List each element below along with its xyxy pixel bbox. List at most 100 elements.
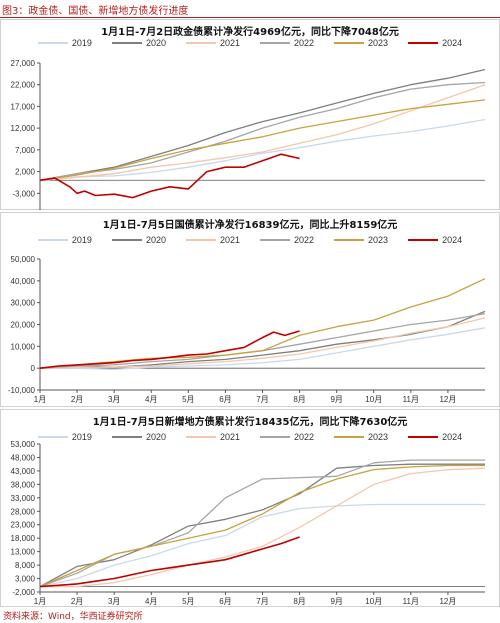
- series-line-2023: [39, 278, 486, 369]
- legend-item-2019: 2019: [37, 38, 92, 48]
- y-tick-label: 22,000: [11, 81, 36, 90]
- legend-label: 2023: [368, 432, 389, 442]
- legend-item-2019: 2019: [37, 235, 92, 245]
- y-tick-label: 43,000: [11, 467, 36, 476]
- legend-item-2019: 2019: [37, 432, 92, 442]
- legend-swatch: [185, 239, 216, 241]
- legend-label: 2020: [145, 235, 166, 245]
- figure-title: 图3：政金债、国债、新增地方债发行进度: [2, 6, 189, 17]
- series-line-2020: [39, 310, 486, 369]
- legend-label: 2019: [71, 38, 92, 48]
- legend-item-2021: 2021: [185, 38, 240, 48]
- series-line-2023: [39, 464, 485, 588]
- y-tick-label: 2,000: [15, 168, 36, 177]
- legend-item-2020: 2020: [111, 432, 166, 442]
- x-tick-label: 11月: [403, 597, 419, 606]
- legend-label: 2023: [368, 235, 389, 245]
- figure-title-rule: [0, 17, 500, 18]
- chart-legend: 2019 2020 2021 2022 2023 2024: [0, 235, 500, 245]
- y-tick-label: -3,000: [12, 189, 35, 198]
- x-tick-label: 3月: [108, 597, 120, 606]
- legend-swatch: [260, 436, 290, 438]
- x-tick-label: 3月: [108, 395, 120, 404]
- x-tick-label: 9月: [330, 597, 342, 606]
- legend-swatch: [37, 42, 68, 44]
- legend-swatch: [334, 436, 365, 438]
- series-line-2020: [39, 463, 485, 588]
- chart-panel-treasury-bonds: 1月1日-7月5日国债累计净发行16839亿元，同比上升8159亿元 2019 2…: [0, 212, 500, 407]
- series-line-2024: [39, 330, 300, 369]
- y-tick-label: 40,000: [11, 277, 36, 286]
- legend-item-2021: 2021: [185, 432, 240, 442]
- legend-swatch: [185, 42, 216, 44]
- x-tick-label: 7月: [256, 597, 268, 606]
- y-tick-label: 48,000: [11, 453, 36, 462]
- series-line-2021: [40, 467, 486, 588]
- y-tick-label: 12,000: [11, 124, 36, 133]
- legend-swatch: [260, 239, 290, 241]
- legend-label: 2024: [442, 235, 463, 245]
- y-tick-label: 20,000: [11, 321, 36, 330]
- legend-item-2024: 2024: [408, 38, 462, 48]
- series-line-2023: [39, 99, 486, 181]
- legend-swatch: [334, 42, 365, 44]
- legend-label: 2021: [219, 432, 240, 442]
- series-line-2022: [39, 81, 486, 181]
- y-tick-label: 23,000: [11, 521, 36, 530]
- series-line-2019: [39, 118, 486, 181]
- x-tick-label: 6月: [219, 597, 231, 606]
- legend-label: 2022: [294, 432, 315, 442]
- x-tick-label: 11月: [403, 395, 419, 404]
- y-tick-label: 10,000: [11, 342, 36, 351]
- x-tick-label: 5月: [182, 597, 194, 606]
- x-tick-label: 6月: [219, 395, 231, 404]
- series-line-2022: [39, 312, 486, 369]
- chart-title: 1月1日-7月5日新增地方债累计发行18435亿元，同比下降7630亿元: [92, 417, 408, 428]
- x-tick-label: 4月: [145, 395, 157, 404]
- y-tick-label: 27,000: [11, 59, 36, 68]
- x-tick-label: 10月: [365, 597, 382, 606]
- x-tick-label: 8月: [293, 597, 305, 606]
- chart-plot: -8,000-3,0002,0007,00012,00017,00022,000…: [11, 59, 486, 210]
- x-tick-label: 9月: [330, 395, 342, 404]
- legend-item-2024: 2024: [408, 432, 462, 442]
- legend-item-2020: 2020: [111, 235, 166, 245]
- series-line-2024: [39, 536, 300, 588]
- y-tick-label: -10,000: [8, 386, 36, 395]
- legend-label: 2022: [294, 235, 315, 245]
- legend-item-2020: 2020: [111, 38, 166, 48]
- y-tick-label: 50,000: [11, 255, 36, 264]
- legend-item-2022: 2022: [260, 38, 314, 48]
- x-tick-label: 10月: [365, 395, 382, 404]
- legend-item-2023: 2023: [334, 38, 388, 48]
- series-line-2024: [39, 153, 300, 199]
- y-tick-label: 7,000: [15, 146, 36, 155]
- chart-legend: 2019 2020 2021 2022 2023 2024: [0, 38, 500, 48]
- y-tick-label: 18,000: [11, 534, 36, 543]
- y-tick-label: 17,000: [11, 102, 36, 111]
- legend-swatch: [37, 436, 68, 438]
- series-line-2021: [39, 317, 486, 369]
- legend-swatch: [185, 436, 216, 438]
- y-tick-label: 30,000: [11, 299, 36, 308]
- legend-label: 2020: [145, 38, 166, 48]
- series-line-2019: [40, 327, 486, 370]
- legend-swatch: [111, 436, 142, 438]
- y-tick-label: 38,000: [11, 480, 36, 489]
- legend-label: 2020: [145, 432, 166, 442]
- x-tick-label: 1月: [34, 597, 46, 606]
- y-tick-label: 28,000: [11, 507, 36, 516]
- series-line-2021: [39, 84, 486, 181]
- chart-panel-local-government-bonds: 1月1日-7月5日新增地方债累计发行18435亿元，同比下降7630亿元 201…: [0, 409, 500, 607]
- legend-swatch: [408, 239, 439, 241]
- y-tick-label: 53,000: [11, 440, 36, 449]
- legend-label: 2022: [294, 38, 315, 48]
- legend-item-2024: 2024: [408, 235, 462, 245]
- x-tick-label: 2月: [71, 395, 83, 404]
- series-line-2019: [39, 503, 485, 588]
- chart-title: 1月1日-7月5日国债累计净发行16839亿元，同比上升8159亿元: [102, 220, 398, 231]
- legend-label: 2021: [219, 235, 240, 245]
- x-tick-label: 7月: [256, 395, 268, 404]
- y-tick-label: 33,000: [11, 494, 36, 503]
- x-tick-label: 12月: [439, 395, 456, 404]
